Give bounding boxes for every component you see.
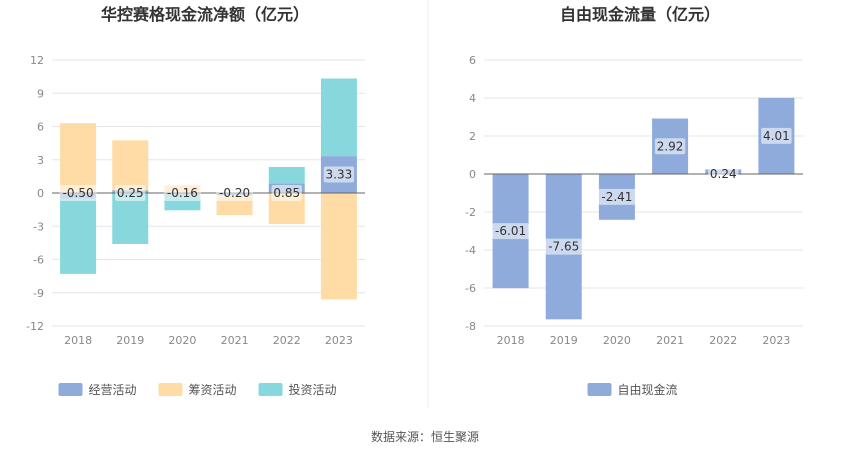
legend-label-经营活动: 经营活动 <box>89 383 137 397</box>
legend-label-筹资活动: 筹资活动 <box>189 383 237 397</box>
y-tick-label: 3 <box>37 154 44 167</box>
y-tick-label: -6 <box>465 282 476 295</box>
x-tick-label: 2018 <box>64 334 92 347</box>
y-tick-label: -8 <box>465 320 476 333</box>
x-tick-label: 2020 <box>603 334 631 347</box>
y-tick-label: 9 <box>37 87 44 100</box>
bar-筹资活动-2023 <box>320 193 357 300</box>
legend-swatch-自由现金流 <box>587 383 612 396</box>
bar-筹资活动-2019 <box>112 140 149 191</box>
x-tick-label: 2023 <box>762 334 790 347</box>
legend-label-自由现金流: 自由现金流 <box>618 382 678 397</box>
value-label: 2.92 <box>657 139 684 153</box>
legend-swatch-经营活动 <box>58 383 83 396</box>
value-label: 4.01 <box>763 129 790 143</box>
value-label: 3.33 <box>326 168 353 182</box>
bar-投资活动-2023 <box>320 78 357 157</box>
value-label: -0.50 <box>63 186 94 200</box>
y-tick-label: -3 <box>33 220 44 233</box>
y-tick-label: 12 <box>30 54 44 67</box>
x-tick-label: 2018 <box>497 334 525 347</box>
chart-panel-2: 自由现金流量（亿元） 6 4 2 0 -2 -4 -6 -8 2018 2019 2020 2021 20… <box>465 5 803 397</box>
y-tick-label: 4 <box>469 92 476 105</box>
y-tick-label: -2 <box>465 206 476 219</box>
x-tick-label: 2022 <box>709 334 737 347</box>
y-tick-label: -4 <box>465 244 476 257</box>
value-label-bg <box>216 185 254 201</box>
y-tick-label: -6 <box>33 254 44 267</box>
x-tick-label: 2021 <box>221 334 249 347</box>
value-label-bg <box>761 127 792 144</box>
legend-label-投资活动: 投资活动 <box>289 382 337 397</box>
bar-投资活动-2019 <box>112 193 149 244</box>
bar-筹资活动-2018 <box>60 123 97 193</box>
value-label-bg <box>323 166 355 183</box>
y-tick-label: -9 <box>33 287 44 300</box>
bar-投资活动-2022 <box>268 166 305 184</box>
x-tick-label: 2022 <box>273 334 301 347</box>
chart-title: 自由现金流量（亿元） <box>560 5 720 24</box>
value-label: -7.65 <box>548 240 579 254</box>
value-label-bg <box>163 185 201 201</box>
legend-swatch-筹资活动 <box>158 383 183 396</box>
x-tick-label: 2023 <box>325 334 353 347</box>
value-label-bg <box>708 166 739 182</box>
value-label: 0.24 <box>710 167 737 181</box>
value-label-bg <box>545 238 583 255</box>
y-tick-label: -12 <box>26 320 44 333</box>
value-label: 0.85 <box>273 186 300 200</box>
chart-title: 华控赛格现金流净额（亿元） <box>101 5 309 24</box>
x-tick-label: 2019 <box>550 334 578 347</box>
value-label: -6.01 <box>495 224 526 238</box>
y-tick-label: 0 <box>37 187 44 200</box>
value-label-bg <box>115 185 146 201</box>
bar-投资活动-2018 <box>60 198 97 274</box>
x-tick-label: 2019 <box>116 334 144 347</box>
value-label: -2.41 <box>601 190 632 204</box>
data-source: 数据来源：恒生聚源 <box>370 430 479 444</box>
value-label-bg <box>654 138 686 155</box>
value-label: 0.25 <box>117 186 144 200</box>
x-tick-label: 2021 <box>656 334 684 347</box>
y-tick-label: 6 <box>37 121 44 134</box>
value-label: -0.16 <box>167 186 198 200</box>
value-label-bg <box>59 185 97 201</box>
value-label-bg <box>598 188 636 205</box>
legend-swatch-投资活动 <box>258 383 283 396</box>
value-label-bg <box>492 223 530 240</box>
value-label: -0.20 <box>219 186 250 200</box>
chart-panel-1: 华控赛格现金流净额（亿元） 12 9 6 3 0 -3 -6 -9 -12 2018 2019 2020… <box>26 5 365 397</box>
y-tick-label: 6 <box>469 54 476 67</box>
value-label-bg <box>271 185 302 201</box>
x-tick-label: 2020 <box>168 334 196 347</box>
y-tick-label: 0 <box>469 168 476 181</box>
y-tick-label: 2 <box>469 130 476 143</box>
